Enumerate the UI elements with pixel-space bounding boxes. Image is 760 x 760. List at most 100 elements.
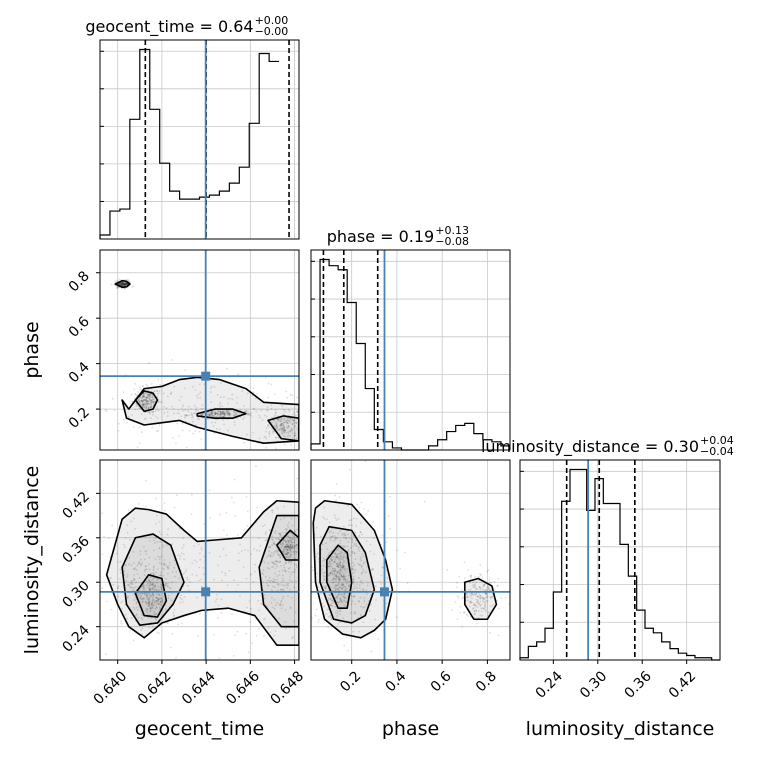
sample-dot [285,540,288,543]
sample-dot [191,562,194,565]
sample-dot [287,535,290,538]
sample-dot [114,280,117,283]
sample-dot [126,421,129,424]
sample-dot [353,612,356,615]
sample-dot [278,424,281,427]
sample-dot [211,411,214,414]
sample-dot [477,575,480,578]
sample-dot [281,422,284,425]
sample-dot [123,287,126,290]
sample-dot [151,603,153,606]
sample-dot [142,406,145,409]
sample-dot [148,394,150,396]
sample-dot [126,278,129,281]
sample-dot [323,571,326,574]
sample-dot [154,558,157,560]
sample-dot [385,602,388,605]
sample-dot [233,421,236,424]
sample-dot [263,524,266,526]
sample-dot [330,527,333,530]
sample-dot [284,545,287,548]
sample-dot [153,587,155,590]
sample-dot [173,615,175,618]
sample-dot [264,539,267,542]
sample-dot [280,420,282,423]
sample-dot [354,585,356,588]
sample-dot [181,422,184,425]
sample-dot [135,405,138,407]
sample-dot [325,613,328,616]
sample-dot [52,565,54,567]
sample-dot [197,634,200,637]
sample-dot [122,284,125,286]
histogram-step [519,468,720,661]
sample-dot [446,569,449,571]
sample-dot [284,608,287,611]
sample-dot [327,616,330,618]
sample-dot [343,575,346,578]
sample-dot [149,396,152,399]
sample-dot [354,612,357,615]
sample-dot [208,414,211,416]
sample-dot [336,571,339,574]
sample-dot [243,441,245,444]
sample-dot [331,573,334,576]
sample-dot [282,431,285,434]
sample-dot [281,424,283,426]
sample-dot [361,571,363,574]
sample-dot [142,584,145,587]
sample-dot [481,597,484,600]
sample-dot [287,546,290,549]
sample-dot [105,600,108,603]
sample-dot [141,598,144,601]
sample-dot [159,597,161,600]
sample-dot [164,583,167,586]
sample-dot [250,607,253,610]
sample-dot [466,596,469,599]
sample-dot [120,282,122,284]
sample-dot [228,412,231,415]
sample-dot [488,581,491,584]
sample-dot [184,369,187,371]
sample-dot [342,584,345,587]
sample-dot [291,541,293,544]
sample-dot [271,606,274,609]
sample-dot [158,424,161,427]
sample-dot [127,584,130,586]
sample-dot [229,397,232,400]
sample-dot [135,614,138,617]
sample-dot [363,605,366,608]
sample-dot [124,564,126,566]
sample-dot [199,397,201,399]
sample-dot [265,415,268,418]
sample-dot [138,426,141,429]
sample-dot [291,546,293,549]
sample-dot [187,405,190,408]
sample-dot [395,549,398,552]
sample-dot [334,567,336,570]
sample-dot [291,422,294,425]
sample-dot [255,549,258,552]
sample-dot [289,543,292,546]
sample-dot [333,561,335,564]
sample-dot [233,414,236,417]
sample-dot [219,413,222,416]
sample-dot [118,278,121,281]
sample-dot [259,416,262,419]
sample-dot [246,606,248,609]
sample-dot [183,572,185,575]
sample-dot [292,536,295,538]
sample-dot [125,282,128,285]
panel-content [52,465,299,660]
sample-dot [121,284,124,287]
panel-frame [99,249,300,451]
sample-dot [157,598,160,601]
sample-dot [140,598,143,600]
sample-dot [288,555,291,558]
sample-dot [120,601,123,604]
sample-dot [131,579,133,582]
sample-dot [145,608,148,610]
sample-dot [101,553,104,556]
sample-dot [291,546,294,549]
sample-dot [139,597,142,599]
